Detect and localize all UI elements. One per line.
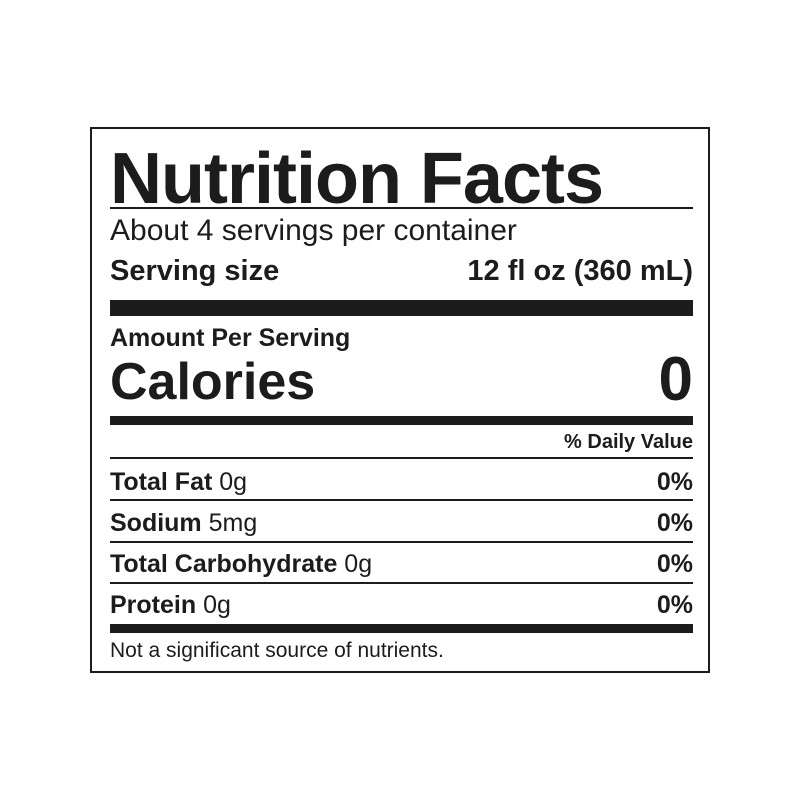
nutrition-facts-label: Nutrition Facts About 4 servings per con… [90,127,710,673]
nutrient-dv: 0% [656,468,693,496]
medium-divider [110,624,693,633]
nutrient-name: Protein [110,591,197,619]
nutrient-name: Sodium [110,509,202,537]
nutrient-amount: 0g [344,550,373,578]
thick-divider [110,300,693,316]
footnote: Not a significant source of nutrients. [110,639,444,662]
title: Nutrition Facts [110,139,604,219]
divider [110,207,693,209]
nutrient-row-total-carbohydrate: Total Carbohydrate 0g [110,549,372,579]
nutrient-row-protein: Protein 0g [110,590,231,620]
nutrient-name: Total Carbohydrate [110,550,338,578]
nutrient-dv: 0% [656,591,693,619]
nutrient-dv: 0% [656,550,693,578]
serving-size-label: Serving size [110,255,280,287]
divider [110,582,693,584]
calories-label: Calories [110,353,316,411]
nutrient-amount: 0g [203,591,231,619]
servings-per-container: About 4 servings per container [110,214,517,247]
serving-size-value: 12 fl oz (360 mL) [467,255,693,287]
nutrient-dv: 0% [656,509,693,537]
medium-divider [110,416,693,425]
daily-value-header: % Daily Value [564,431,693,453]
calories-value: 0 [658,345,693,414]
nutrient-row-total-fat: Total Fat 0g [110,467,247,497]
divider [110,541,693,543]
nutrient-name: Total Fat [110,468,213,496]
nutrient-amount: 5mg [208,509,258,537]
nutrient-row-sodium: Sodium 5mg [110,508,257,538]
amount-per-serving: Amount Per Serving [110,324,351,352]
nutrient-amount: 0g [219,468,248,496]
divider [110,457,693,459]
divider [110,499,693,501]
